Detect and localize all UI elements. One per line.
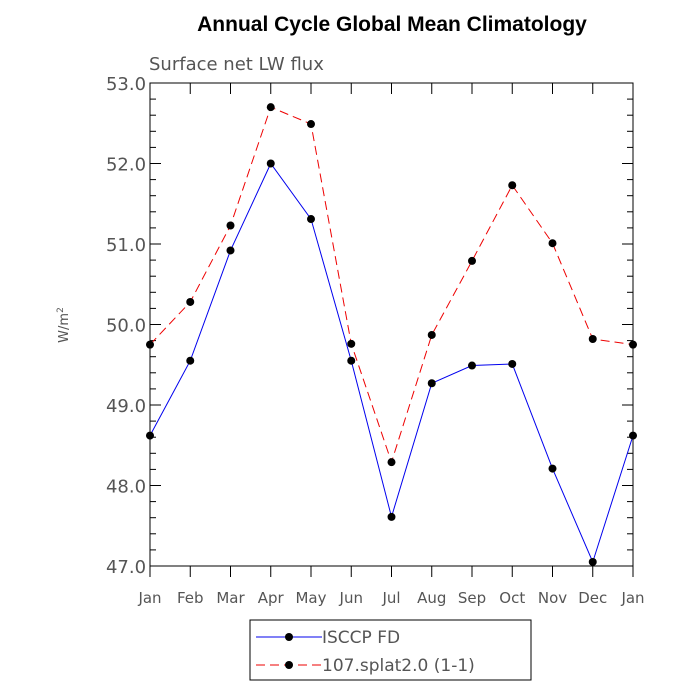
y-tick-label: 53.0 [106, 74, 146, 95]
data-point-isccp [307, 215, 315, 224]
series-line-splat [149, 106, 634, 464]
data-point-splat [427, 330, 436, 339]
x-tick-label: Dec [578, 589, 607, 607]
series-points [146, 103, 637, 566]
y-tick-label: 52.0 [106, 155, 146, 176]
data-point-isccp [347, 356, 356, 365]
data-point-splat [468, 256, 476, 265]
series-lines [149, 106, 634, 564]
legend-marker-splat [285, 661, 293, 669]
x-tick-label: Apr [258, 589, 285, 607]
data-point-splat [588, 334, 597, 343]
x-tick-label: Oct [499, 589, 525, 607]
y-tick-label: 48.0 [106, 477, 146, 498]
chart-subtitle: Surface net LW flux [149, 54, 324, 75]
x-tick-label: Nov [538, 589, 567, 607]
y-tick-labels: 47.0 48.0 49.0 50.0 51.0 52.0 53.0 [106, 74, 146, 578]
major-ticks [149, 82, 634, 577]
chart-title: Annual Cycle Global Mean Climatology [197, 13, 587, 36]
legend-label-splat: 107.splat2.0 (1-1) [322, 656, 475, 676]
x-tick-label: Jan [620, 589, 644, 607]
data-point-isccp [508, 359, 517, 368]
data-point-splat [387, 458, 396, 467]
y-tick-label: 49.0 [106, 396, 146, 417]
series-layer [146, 103, 637, 566]
y-tick-label: 47.0 [106, 557, 146, 578]
data-point-splat [146, 340, 154, 349]
x-tick-label: Sep [458, 589, 486, 607]
x-tick-label: May [295, 589, 326, 607]
data-point-isccp [588, 557, 597, 566]
x-tick-labels: Jan Feb Mar Apr May Jun Jul Aug Sep Oct Nov Dec Jan [137, 589, 644, 607]
plot-frame [149, 82, 634, 567]
legend-marker-isccp [285, 633, 293, 641]
data-point-isccp [427, 379, 436, 388]
y-tick-label: 50.0 [106, 316, 146, 337]
data-point-splat [226, 221, 235, 230]
x-tick-label: Aug [417, 589, 446, 607]
y-axis-label: W/m2 [56, 307, 72, 343]
y-axis-label-text: W/m [57, 313, 72, 343]
data-point-isccp [387, 512, 396, 521]
data-point-splat [629, 340, 637, 349]
legend: ISCCP FD 107.splat2.0 (1-1) [249, 619, 532, 681]
minor-ticks [150, 98, 633, 551]
data-point-splat [307, 120, 315, 129]
data-point-isccp [266, 159, 275, 168]
data-point-isccp [146, 431, 154, 440]
data-point-splat [548, 239, 557, 248]
x-tick-label: Jun [339, 589, 363, 607]
legend-label-isccp: ISCCP FD [322, 628, 400, 648]
x-tick-label: Jan [137, 589, 161, 607]
data-point-splat [508, 181, 517, 190]
series-line-isccp [149, 162, 634, 564]
data-point-splat [266, 103, 275, 112]
legend-box [249, 619, 532, 681]
data-point-isccp [186, 356, 195, 365]
y-tick-label: 51.0 [106, 235, 146, 256]
data-point-isccp [226, 246, 235, 255]
x-tick-label: Mar [216, 589, 245, 607]
x-tick-label: Jul [381, 589, 400, 607]
data-point-isccp [548, 464, 557, 473]
y-axis-label-superscript: 2 [56, 307, 66, 313]
data-point-isccp [629, 431, 637, 440]
data-point-splat [347, 339, 356, 348]
x-tick-label: Feb [177, 589, 204, 607]
data-point-isccp [468, 361, 476, 370]
data-point-splat [186, 297, 195, 306]
